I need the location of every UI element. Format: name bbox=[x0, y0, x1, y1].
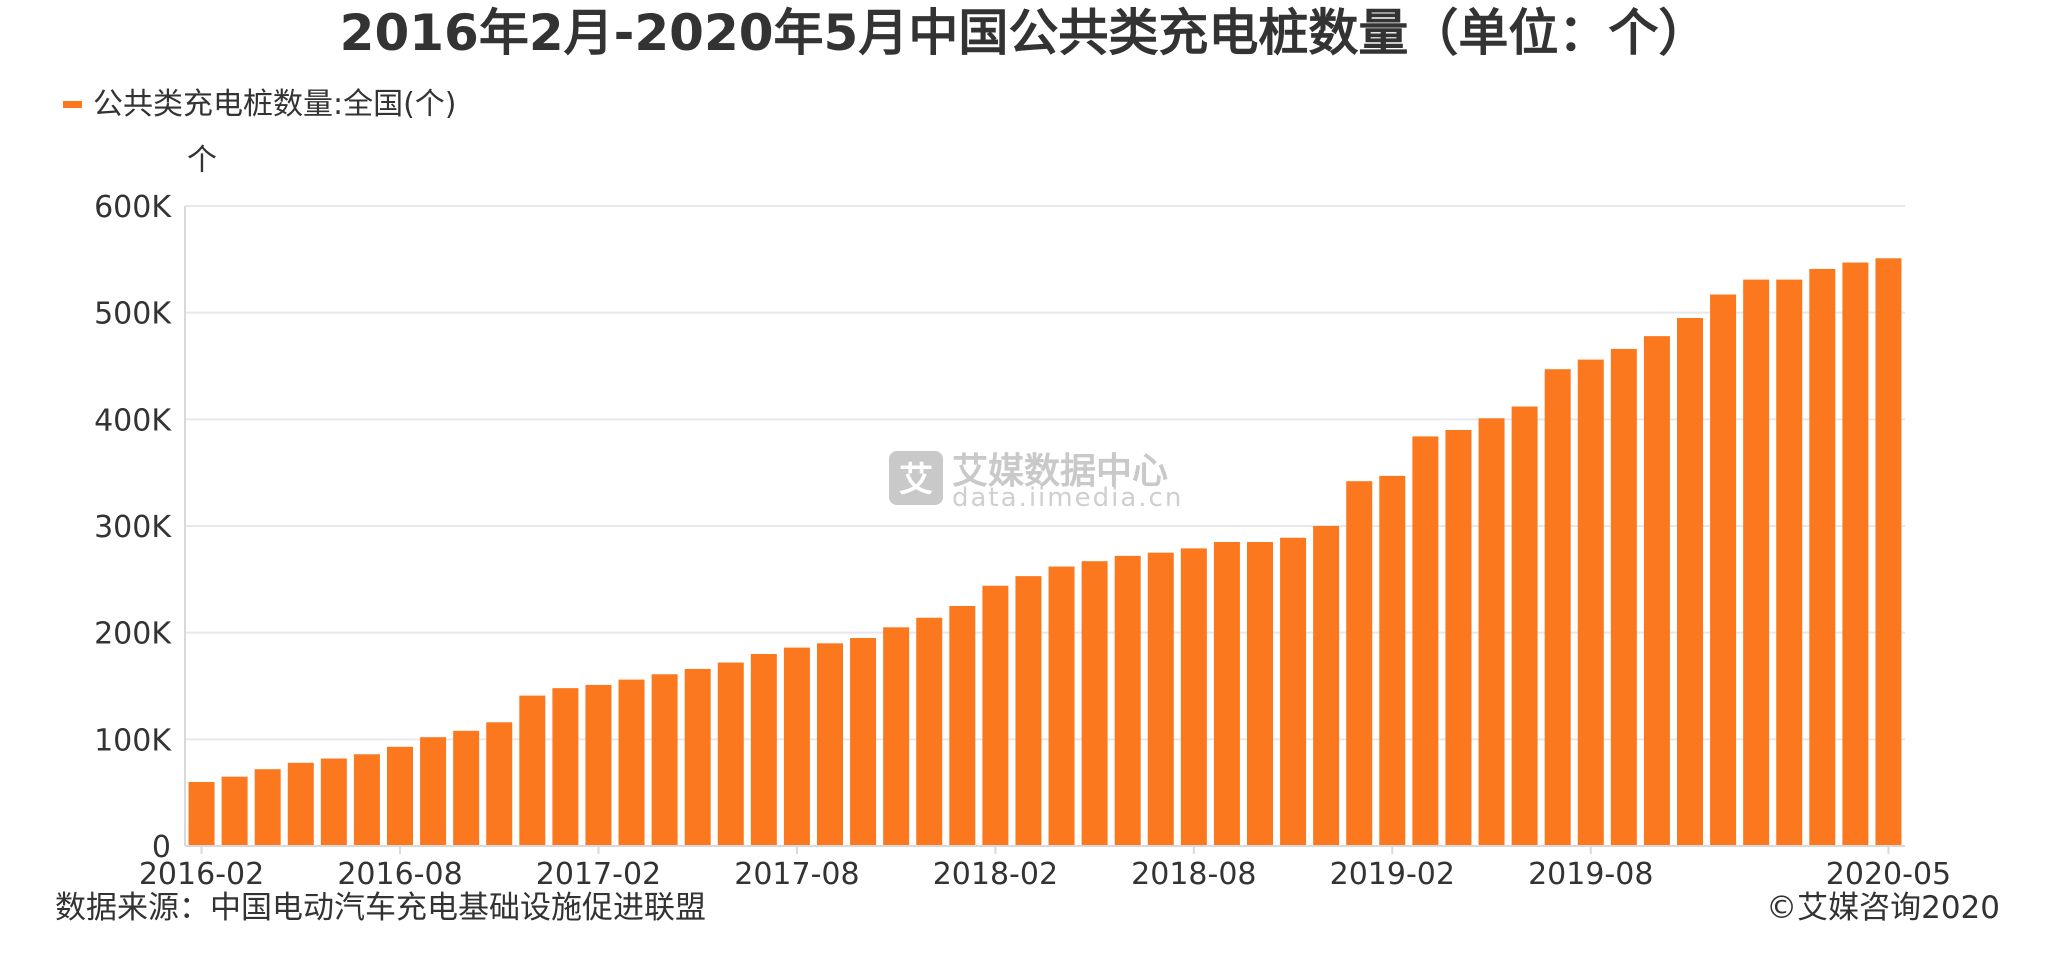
bar-2019-06[interactable]: 2019-06: 412000 bbox=[1511, 406, 1538, 846]
bar-2017-11[interactable]: 2017-11: 205000 bbox=[883, 627, 910, 846]
bar-2017-03[interactable]: 2017-03: 156000 bbox=[618, 679, 645, 846]
bar-2017-01[interactable]: 2017-01: 148000 bbox=[552, 688, 579, 846]
bar-2017-12[interactable]: 2017-12: 214000 bbox=[916, 617, 943, 846]
y-tick-label: 200K bbox=[94, 617, 172, 652]
legend-label: 公共类充电桩数量:全国(个) bbox=[93, 87, 457, 122]
y-tick-label: 600K bbox=[94, 190, 172, 225]
bar-2020-03[interactable]: 2020-03: 541000 bbox=[1809, 268, 1836, 846]
watermark-url: data.iimedia.cn bbox=[952, 483, 1183, 513]
y-axis-unit-label: 个 bbox=[187, 143, 217, 178]
x-tick-label: 2019-08 bbox=[1528, 857, 1653, 892]
bar-2019-08[interactable]: 2019-08: 456000 bbox=[1577, 359, 1604, 846]
bar-2019-12[interactable]: 2019-12: 517000 bbox=[1710, 294, 1737, 846]
bar-2018-11[interactable]: 2018-11: 289000 bbox=[1280, 537, 1307, 846]
bar-2019-01[interactable]: 2019-01: 342000 bbox=[1346, 481, 1373, 846]
bar-2019-10[interactable]: 2019-10: 478000 bbox=[1643, 336, 1670, 846]
x-tick-label: 2018-08 bbox=[1131, 857, 1256, 892]
bar-2019-09[interactable]: 2019-09: 466000 bbox=[1610, 348, 1637, 846]
bar-2016-04[interactable]: 2016-04: 72000 bbox=[254, 769, 281, 846]
y-tick-label: 100K bbox=[94, 723, 172, 758]
bar-2019-05[interactable]: 2019-05: 401000 bbox=[1478, 418, 1505, 846]
copyright-note: ©艾媒咨询2020 bbox=[1766, 890, 2000, 926]
bar-2016-03[interactable]: 2016-03: 65000 bbox=[221, 776, 248, 846]
bar-2017-02[interactable]: 2017-02: 151000 bbox=[585, 684, 612, 846]
bar-2019-03[interactable]: 2019-03: 384000 bbox=[1412, 436, 1439, 846]
x-tick-label: 2020-05 bbox=[1826, 857, 1951, 892]
bar-2018-03[interactable]: 2018-03: 253000 bbox=[1015, 576, 1042, 846]
x-tick-label: 2017-08 bbox=[734, 857, 859, 892]
bar-2018-10[interactable]: 2018-10: 285000 bbox=[1247, 542, 1273, 846]
y-tick-label: 0 bbox=[152, 830, 171, 865]
bar-2017-08[interactable]: 2017-08: 186000 bbox=[783, 647, 810, 846]
bar-2020-01[interactable]: 2020-01: 531000 bbox=[1743, 279, 1770, 847]
bar-2017-09[interactable]: 2017-09: 190000 bbox=[817, 643, 843, 846]
bar-2016-10[interactable]: 2016-10: 108000 bbox=[453, 730, 480, 846]
bar-2017-04[interactable]: 2017-04: 161000 bbox=[651, 674, 678, 846]
y-tick-label: 400K bbox=[94, 403, 172, 438]
x-tick-label: 2016-08 bbox=[337, 857, 462, 892]
bar-2016-12[interactable]: 2016-12: 141000 bbox=[519, 695, 546, 846]
watermark: 艾 艾媒数据中心 data.iimedia.cn bbox=[889, 451, 1183, 513]
bar-2016-07[interactable]: 2016-07: 86000 bbox=[353, 754, 380, 846]
bar-2019-04[interactable]: 2019-04: 390000 bbox=[1445, 430, 1472, 846]
watermark-brand: 艾媒数据中心 bbox=[952, 451, 1168, 492]
bar-2018-06[interactable]: 2018-06: 272000 bbox=[1114, 555, 1141, 846]
bar-2016-06[interactable]: 2016-06: 82000 bbox=[320, 758, 347, 846]
bar-2018-05[interactable]: 2018-05: 267000 bbox=[1081, 561, 1108, 846]
bar-2017-06[interactable]: 2017-06: 172000 bbox=[717, 662, 744, 846]
x-tick-label: 2019-02 bbox=[1330, 857, 1455, 892]
bar-2016-02[interactable]: 2016-02: 60000 bbox=[188, 782, 215, 846]
source-note: 数据来源：中国电动汽车充电基础设施促进联盟 bbox=[55, 890, 706, 926]
bar-2016-05[interactable]: 2016-05: 78000 bbox=[287, 762, 314, 846]
legend-swatch bbox=[63, 101, 82, 108]
bars: 2016-02: 600002016-03: 650002016-04: 720… bbox=[188, 258, 1902, 847]
bar-2018-07[interactable]: 2018-07: 275000 bbox=[1147, 552, 1174, 846]
chart-title: 2016年2月-2020年5月中国公共类充电桩数量（单位：个） bbox=[340, 4, 1709, 62]
y-tick-label: 300K bbox=[94, 510, 172, 545]
x-tick-label: 2016-02 bbox=[139, 857, 264, 892]
bar-2017-07[interactable]: 2017-07: 180000 bbox=[750, 654, 777, 846]
bar-2018-02[interactable]: 2018-02: 244000 bbox=[982, 585, 1009, 846]
bar-2020-04[interactable]: 2020-04: 547000 bbox=[1842, 262, 1869, 846]
bar-2016-11[interactable]: 2016-11: 116000 bbox=[486, 722, 513, 846]
watermark-logo-glyph: 艾 bbox=[899, 460, 933, 500]
watermark-logo-icon bbox=[889, 451, 943, 505]
bar-2018-12[interactable]: 2018-12: 300000 bbox=[1313, 526, 1340, 846]
y-axis-ticks: 0 100K 200K 300K 400K 500K 600K bbox=[94, 190, 172, 865]
bar-2018-04[interactable]: 2018-04: 262000 bbox=[1048, 566, 1075, 846]
bar-2019-07[interactable]: 2019-07: 447000 bbox=[1544, 369, 1571, 846]
bar-2018-01[interactable]: 2018-01: 225000 bbox=[949, 606, 976, 846]
bar-2019-11[interactable]: 2019-11: 495000 bbox=[1677, 318, 1703, 846]
bar-2019-02[interactable]: 2019-02: 347000 bbox=[1379, 475, 1406, 846]
x-axis-ticks: 2016-02 2016-08 2017-02 2017-08 2018-02 2018-… bbox=[139, 846, 1951, 892]
bar-2016-08[interactable]: 2016-08: 93000 bbox=[387, 746, 413, 846]
y-tick-label: 500K bbox=[94, 297, 172, 332]
legend[interactable]: 公共类充电桩数量:全国(个) bbox=[63, 87, 457, 122]
bar-2020-05[interactable]: 2020-05: 551000 bbox=[1875, 258, 1902, 846]
bar-2017-10[interactable]: 2017-10: 195000 bbox=[850, 638, 877, 846]
bar-2018-08[interactable]: 2018-08: 279000 bbox=[1180, 548, 1207, 846]
bar-2016-09[interactable]: 2016-09: 102000 bbox=[420, 737, 447, 846]
bar-2017-05[interactable]: 2017-05: 166000 bbox=[684, 668, 711, 846]
x-tick-label: 2018-02 bbox=[933, 857, 1058, 892]
x-tick-label: 2017-02 bbox=[536, 857, 661, 892]
bar-2020-02[interactable]: 2020-02: 531000 bbox=[1776, 279, 1803, 847]
bar-2018-09[interactable]: 2018-09: 285000 bbox=[1213, 542, 1240, 846]
